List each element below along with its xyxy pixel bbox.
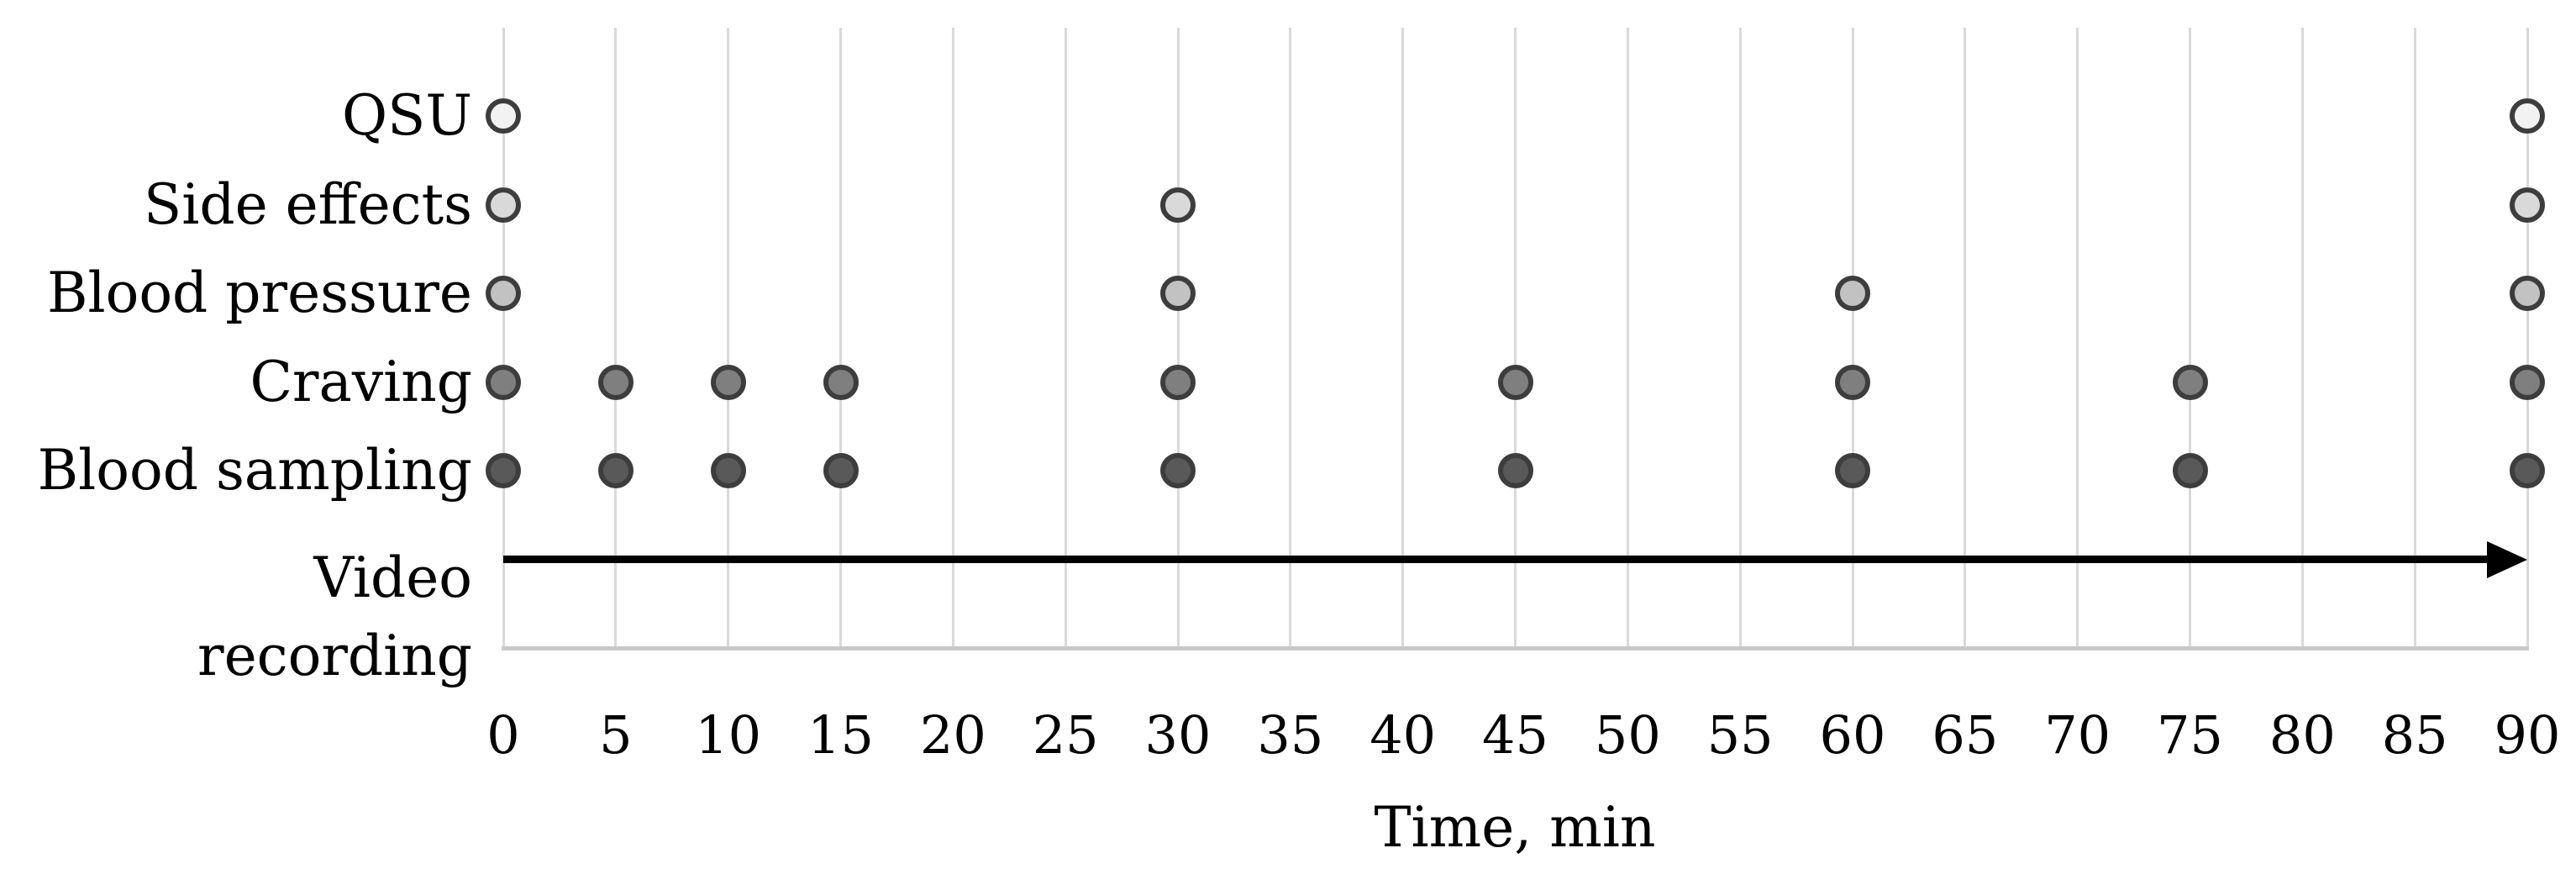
x-tick-label-5: 5 — [599, 704, 633, 766]
x-tick-label-50: 50 — [1594, 704, 1661, 766]
x-tick-label-20: 20 — [919, 704, 986, 766]
x-tick-label-80: 80 — [2268, 704, 2336, 766]
blood-sampling-dot-5-min — [597, 453, 633, 489]
x-tick-label-25: 25 — [1032, 704, 1099, 766]
side-effects-dot-30-min — [1160, 187, 1196, 223]
gridline-50-min — [1626, 28, 1629, 648]
x-tick-label-30: 30 — [1144, 704, 1212, 766]
blood-sampling-dot-90-min — [2510, 453, 2545, 489]
craving-dot-45-min — [1497, 364, 1533, 400]
x-axis-line — [502, 646, 2529, 651]
gridline-45-min — [1514, 28, 1517, 648]
blood-pressure-dot-60-min — [1835, 276, 1870, 312]
gridline-85-min — [2413, 28, 2416, 648]
gridline-25-min — [1064, 28, 1067, 648]
blood-sampling-dot-60-min — [1835, 453, 1870, 489]
category-label-video-recording: Video recording — [0, 539, 472, 695]
craving-dot-10-min — [710, 364, 746, 400]
category-label-blood-pressure: Blood pressure — [46, 261, 472, 326]
gridline-5-min — [614, 28, 618, 648]
x-tick-label-55: 55 — [1706, 704, 1774, 766]
category-label-blood-sampling: Blood sampling — [37, 438, 472, 503]
craving-dot-75-min — [2172, 364, 2208, 400]
video-recording-arrow — [503, 556, 2492, 564]
gridline-55-min — [1738, 28, 1742, 648]
category-label-line: recording — [197, 623, 472, 688]
craving-dot-15-min — [823, 364, 859, 400]
side-effects-dot-0-min — [486, 187, 521, 223]
x-axis-title: Time, min — [1374, 795, 1656, 860]
gridline-15-min — [839, 28, 842, 648]
craving-dot-30-min — [1160, 364, 1196, 400]
blood-sampling-dot-15-min — [823, 453, 859, 489]
side-effects-dot-90-min — [2510, 187, 2545, 223]
gridline-80-min — [2300, 28, 2304, 648]
gridline-20-min — [951, 28, 954, 648]
category-label-line: Video — [313, 545, 472, 610]
x-tick-label-75: 75 — [2157, 704, 2223, 766]
gridline-35-min — [1289, 28, 1292, 648]
blood-pressure-dot-0-min — [486, 276, 521, 312]
craving-dot-90-min — [2510, 364, 2545, 400]
x-tick-label-10: 10 — [695, 704, 762, 766]
gridline-30-min — [1176, 28, 1180, 648]
blood-sampling-dot-10-min — [710, 453, 746, 489]
x-tick-label-0: 0 — [486, 704, 520, 766]
x-tick-label-60: 60 — [1819, 704, 1886, 766]
x-tick-label-45: 45 — [1482, 704, 1548, 766]
gridline-40-min — [1401, 28, 1405, 648]
x-tick-label-65: 65 — [1932, 704, 1999, 766]
video-recording-arrowhead — [2487, 540, 2527, 578]
category-label-craving: Craving — [250, 349, 472, 414]
gridline-0-min — [502, 28, 505, 648]
qsu-dot-90-min — [2510, 98, 2545, 134]
x-tick-label-70: 70 — [2044, 704, 2111, 766]
gridline-70-min — [2076, 28, 2079, 648]
gridline-90-min — [2526, 28, 2529, 648]
x-tick-label-90: 90 — [2494, 704, 2561, 766]
blood-sampling-dot-30-min — [1160, 453, 1196, 489]
blood-sampling-dot-75-min — [2172, 453, 2208, 489]
category-label-side-effects: Side effects — [144, 171, 472, 237]
x-tick-label-35: 35 — [1257, 704, 1324, 766]
x-tick-label-85: 85 — [2381, 704, 2448, 766]
blood-pressure-dot-30-min — [1160, 276, 1196, 312]
craving-dot-60-min — [1835, 364, 1870, 400]
craving-dot-0-min — [486, 364, 521, 400]
x-tick-label-40: 40 — [1369, 704, 1437, 766]
craving-dot-5-min — [597, 364, 633, 400]
gridline-75-min — [2189, 28, 2191, 648]
blood-pressure-dot-90-min — [2510, 276, 2545, 312]
gridline-65-min — [1964, 28, 1967, 648]
blood-sampling-dot-45-min — [1497, 453, 1533, 489]
gridline-10-min — [727, 28, 730, 648]
category-label-qsu: QSU — [342, 83, 472, 149]
gridline-60-min — [1851, 28, 1854, 648]
x-tick-label-15: 15 — [807, 704, 874, 766]
qsu-dot-0-min — [486, 98, 521, 134]
blood-sampling-dot-0-min — [486, 453, 521, 489]
